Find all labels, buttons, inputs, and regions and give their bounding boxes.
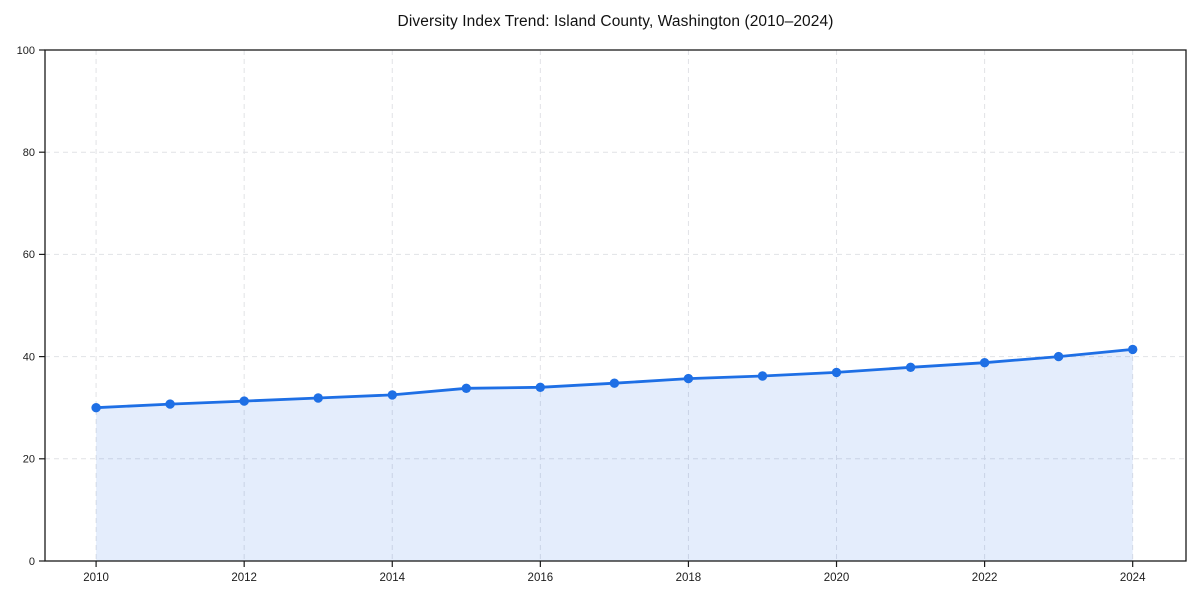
data-point-marker xyxy=(91,403,101,413)
data-point-marker xyxy=(609,378,620,388)
x-axis-tick-label: 2010 xyxy=(83,572,109,584)
y-axis-tick-label: 60 xyxy=(23,249,35,261)
series-area-fill xyxy=(96,349,1133,561)
x-axis-tick-label: 2012 xyxy=(231,572,257,584)
y-axis-tick-label: 80 xyxy=(23,147,35,159)
data-point-marker xyxy=(535,382,545,392)
plot-border xyxy=(44,49,1187,562)
y-axis-tick-label: 0 xyxy=(29,556,35,568)
x-axis-tick-label: 2018 xyxy=(676,572,702,584)
data-point-marker xyxy=(461,383,471,393)
chart-title: Diversity Index Trend: Island County, Wa… xyxy=(397,13,834,30)
y-axis-tick-label: 20 xyxy=(23,454,35,466)
x-axis-tick-label: 2016 xyxy=(528,572,554,584)
x-axis-tick-label: 2022 xyxy=(972,572,998,584)
data-point-marker xyxy=(905,362,916,372)
data-point-marker xyxy=(387,390,397,400)
data-point-marker xyxy=(165,399,175,409)
x-axis-tick-label: 2020 xyxy=(824,572,850,584)
data-point-marker xyxy=(979,358,990,368)
y-axis-tick-label: 40 xyxy=(23,351,35,363)
x-axis-tick-label: 2014 xyxy=(379,572,405,584)
data-point-marker xyxy=(831,367,842,378)
data-point-marker xyxy=(757,371,768,381)
y-axis-tick-label: 100 xyxy=(17,45,35,57)
data-point-marker xyxy=(1128,344,1138,355)
data-point-marker xyxy=(313,393,323,403)
x-axis-tick-label: 2024 xyxy=(1120,572,1146,584)
data-point-marker xyxy=(683,373,694,384)
data-point-marker xyxy=(239,396,249,406)
data-point-marker xyxy=(1053,351,1064,362)
